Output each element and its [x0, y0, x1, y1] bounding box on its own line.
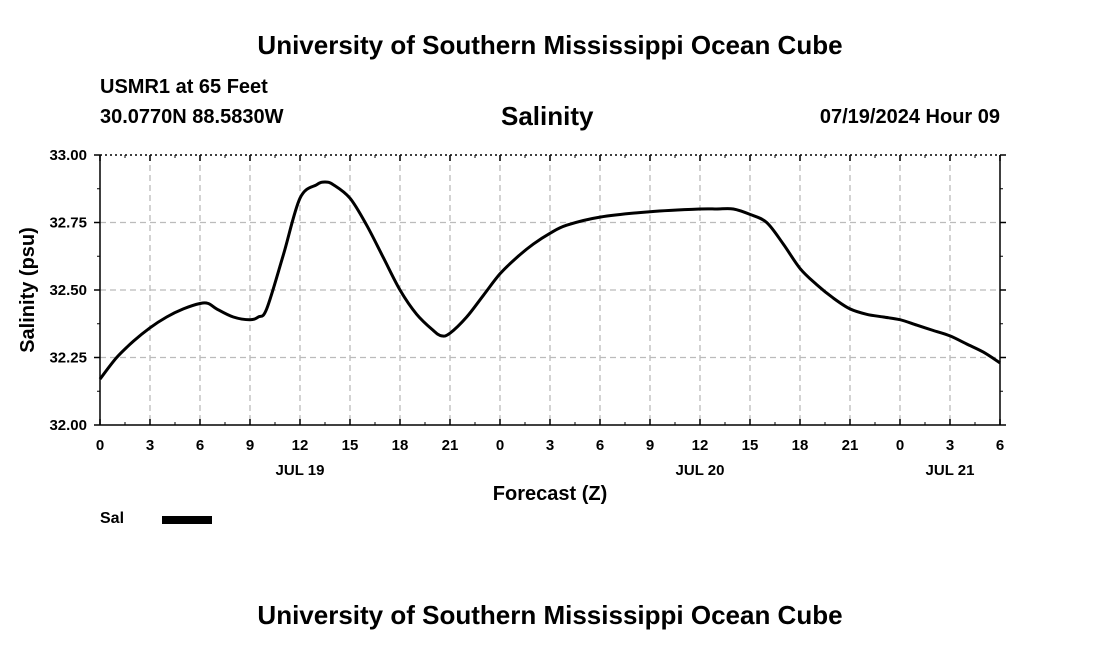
- x-tick-label: 0: [96, 437, 104, 454]
- y-tick-label: 32.50: [49, 282, 87, 299]
- x-tick-label: 9: [646, 437, 654, 454]
- station-label: USMR1 at 65 Feet: [100, 76, 268, 98]
- day-label: JUL 19: [276, 462, 325, 479]
- x-tick-label: 0: [496, 437, 504, 454]
- x-tick-label: 18: [792, 437, 809, 454]
- page-title-top: University of Southern Mississippi Ocean…: [257, 30, 843, 60]
- y-tick-label: 33.00: [49, 147, 87, 164]
- x-tick-label: 3: [546, 437, 554, 454]
- chart-title: Salinity: [501, 101, 594, 131]
- x-tick-label: 6: [196, 437, 204, 454]
- datetime-label: 07/19/2024 Hour 09: [819, 106, 1000, 128]
- day-label: JUL 21: [926, 462, 975, 479]
- x-tick-label: 15: [342, 437, 359, 454]
- y-tick-label: 32.75: [49, 215, 87, 232]
- x-tick-label: 15: [742, 437, 759, 454]
- x-tick-label: 21: [442, 437, 459, 454]
- y-axis-label: Salinity (psu): [17, 227, 39, 353]
- coordinates-label: 30.0770N 88.5830W: [100, 106, 284, 128]
- x-tick-label: 18: [392, 437, 409, 454]
- x-tick-label: 0: [896, 437, 904, 454]
- legend-label: Sal: [100, 510, 125, 527]
- page-title-bottom: University of Southern Mississippi Ocean…: [257, 600, 843, 630]
- x-tick-label: 3: [946, 437, 954, 454]
- series-line-sal: [98, 180, 1001, 381]
- y-tick-label: 32.25: [49, 350, 87, 367]
- legend-swatch: [162, 516, 212, 524]
- x-tick-label: 9: [246, 437, 254, 454]
- y-tick-label: 32.00: [49, 417, 87, 434]
- x-axis-label: Forecast (Z): [493, 483, 607, 505]
- x-tick-label: 6: [996, 437, 1004, 454]
- x-tick-label: 12: [292, 437, 309, 454]
- x-tick-label: 21: [842, 437, 859, 454]
- x-tick-label: 6: [596, 437, 604, 454]
- day-label: JUL 20: [676, 462, 725, 479]
- x-tick-label: 12: [692, 437, 709, 454]
- x-tick-label: 3: [146, 437, 154, 454]
